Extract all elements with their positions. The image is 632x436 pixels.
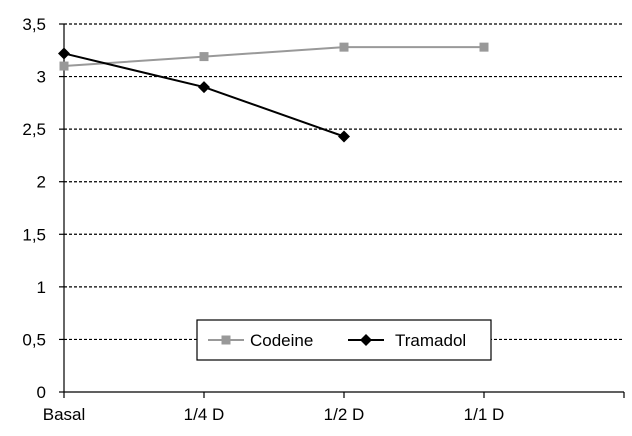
y-tick-label: 2 <box>37 173 46 192</box>
axes <box>59 23 625 398</box>
legend-item-codeine: Codeine <box>208 331 313 350</box>
data-point-square <box>59 61 69 71</box>
legend-marker-square <box>221 335 231 345</box>
series-line-codeine <box>63 46 484 68</box>
y-tick-label: 3,5 <box>22 15 46 34</box>
y-tick-label: 0 <box>37 383 46 402</box>
series-codeine <box>59 42 489 71</box>
series-tramadol <box>58 47 350 143</box>
legend-label: Codeine <box>250 331 313 350</box>
data-point-diamond <box>198 81 210 94</box>
grid-lines <box>64 23 624 341</box>
y-tick-label: 3 <box>37 68 46 87</box>
y-tick-label: 2,5 <box>22 120 46 139</box>
data-point-diamond <box>58 47 70 60</box>
data-point-square <box>479 42 489 52</box>
y-tick-label: 1,5 <box>22 225 46 244</box>
series-group <box>58 42 489 143</box>
x-tick-label: Basal <box>43 405 86 424</box>
x-tick-label: 1/4 D <box>184 405 225 424</box>
y-tick-label: 0,5 <box>22 330 46 349</box>
x-tick-label: 1/2 D <box>324 405 365 424</box>
legend-box <box>196 319 492 361</box>
legend-item-tramadol: Tramadol <box>348 331 466 350</box>
x-tick-label: 1/1 D <box>464 405 505 424</box>
series-line-tramadol <box>63 52 345 138</box>
data-point-square <box>199 52 209 62</box>
tick-labels: 0 0,5 1 1,5 2 2,5 3 3,5 Basal 1/4 D 1/2 D 1/1 D <box>22 15 504 424</box>
legend-label: Tramadol <box>395 331 466 350</box>
data-point-square <box>339 42 349 52</box>
y-tick-label: 1 <box>37 278 46 297</box>
data-point-diamond <box>338 130 350 143</box>
legend: Codeine Tramadol <box>196 319 492 361</box>
legend-marker-diamond <box>360 334 372 346</box>
